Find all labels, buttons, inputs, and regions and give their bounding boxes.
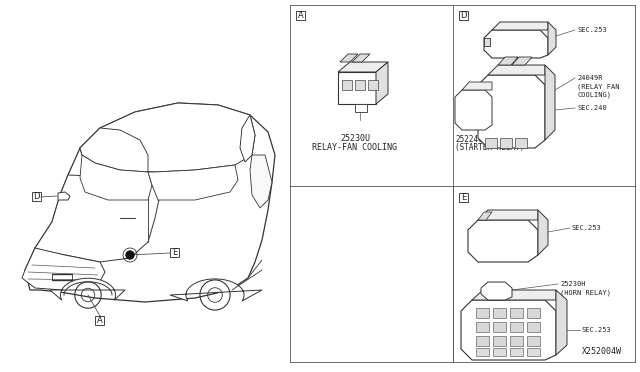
Polygon shape — [25, 103, 275, 302]
Bar — [459, 11, 468, 20]
Text: (HORN RELAY): (HORN RELAY) — [560, 289, 611, 295]
Bar — [493, 308, 506, 318]
Bar — [510, 336, 523, 346]
Polygon shape — [80, 128, 148, 172]
Bar — [493, 322, 506, 332]
Polygon shape — [170, 279, 262, 301]
Text: A: A — [298, 11, 303, 20]
Text: (STARTER RELAY): (STARTER RELAY) — [455, 143, 524, 152]
Bar — [355, 104, 367, 112]
Polygon shape — [80, 155, 152, 200]
Text: RELAY-FAN COOLING: RELAY-FAN COOLING — [312, 143, 397, 152]
Polygon shape — [484, 30, 548, 58]
Bar — [476, 336, 489, 346]
Text: A: A — [97, 316, 102, 325]
Polygon shape — [80, 103, 255, 172]
Text: SEC.253: SEC.253 — [572, 225, 602, 231]
Text: E: E — [172, 248, 177, 257]
Bar — [493, 348, 506, 356]
Polygon shape — [250, 155, 272, 208]
Polygon shape — [492, 22, 548, 30]
Polygon shape — [478, 210, 538, 220]
Polygon shape — [512, 57, 532, 65]
Bar — [510, 322, 523, 332]
Text: D: D — [33, 192, 40, 201]
Bar — [510, 308, 523, 318]
Bar — [338, 72, 376, 104]
Text: SEC.253: SEC.253 — [582, 327, 612, 333]
Bar — [493, 336, 506, 346]
Polygon shape — [376, 62, 388, 104]
Polygon shape — [545, 65, 555, 140]
Text: SEC.253: SEC.253 — [577, 27, 607, 33]
Polygon shape — [35, 175, 160, 262]
Polygon shape — [478, 212, 492, 220]
Bar — [510, 348, 523, 356]
Text: SEC.240: SEC.240 — [577, 105, 607, 111]
Bar — [527, 336, 540, 346]
Polygon shape — [556, 290, 567, 355]
Bar — [484, 38, 490, 46]
Polygon shape — [498, 57, 518, 65]
Text: 25230H: 25230H — [560, 281, 586, 287]
Bar — [459, 193, 468, 202]
Text: COOLING): COOLING) — [577, 91, 611, 97]
Polygon shape — [481, 282, 512, 300]
Bar — [515, 138, 527, 148]
Bar — [296, 11, 305, 20]
Bar — [476, 308, 489, 318]
Polygon shape — [22, 248, 105, 290]
Polygon shape — [478, 75, 545, 148]
Bar — [476, 348, 489, 356]
Polygon shape — [50, 278, 125, 300]
Polygon shape — [538, 210, 548, 255]
Bar — [527, 322, 540, 332]
Polygon shape — [148, 165, 238, 200]
Text: 25230U: 25230U — [340, 134, 370, 143]
Polygon shape — [461, 300, 556, 360]
Bar — [476, 322, 489, 332]
Bar — [355, 80, 365, 90]
Text: 25224G: 25224G — [455, 135, 483, 144]
Bar — [500, 138, 512, 148]
Bar — [368, 80, 378, 90]
Bar — [342, 80, 352, 90]
Polygon shape — [472, 290, 556, 300]
Bar — [170, 248, 179, 257]
Bar — [485, 138, 497, 148]
Text: X252004W: X252004W — [582, 347, 622, 356]
Bar — [32, 192, 41, 201]
Bar — [527, 308, 540, 318]
Polygon shape — [58, 192, 70, 200]
Bar — [95, 316, 104, 325]
Polygon shape — [352, 54, 370, 62]
Bar — [527, 348, 540, 356]
Text: (RELAY FAN: (RELAY FAN — [577, 83, 620, 90]
Polygon shape — [548, 22, 556, 55]
Polygon shape — [340, 54, 358, 62]
Polygon shape — [468, 220, 538, 262]
Polygon shape — [462, 82, 492, 90]
Text: E: E — [461, 193, 466, 202]
Text: 24049R: 24049R — [577, 75, 602, 81]
Polygon shape — [455, 90, 492, 130]
Polygon shape — [240, 115, 255, 162]
Polygon shape — [488, 65, 545, 75]
Text: D: D — [460, 11, 467, 20]
Circle shape — [126, 251, 134, 259]
Polygon shape — [338, 62, 388, 72]
